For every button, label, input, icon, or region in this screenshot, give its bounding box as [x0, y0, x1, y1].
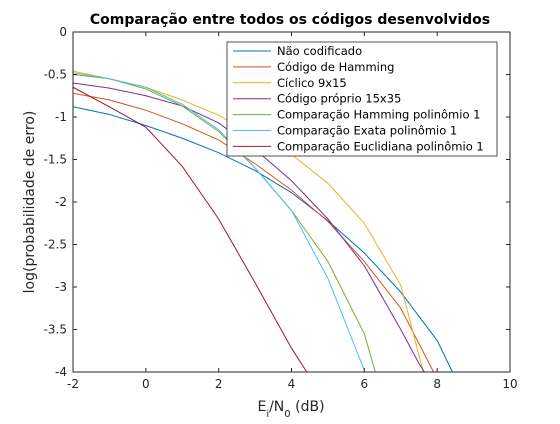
legend-entry: Não codificado	[277, 44, 362, 58]
x-label-subscript: i	[266, 409, 269, 420]
x-tick-label: 0	[142, 377, 150, 391]
y-tick-label: -2.5	[44, 238, 67, 252]
chart-title: Comparação entre todos os códigos desenv…	[90, 12, 490, 28]
x-label-part: (dB)	[291, 399, 325, 415]
legend: Não codificado Código de Hamming Cíclico 9…	[226, 41, 498, 157]
x-tick-label: 4	[288, 377, 296, 391]
y-axis-label: log(probabilidade de erro)	[22, 111, 38, 294]
y-tick-label: -4	[55, 365, 67, 379]
series-line	[73, 72, 365, 371]
x-tick-label: 6	[361, 377, 369, 391]
x-tick-label: 2	[215, 377, 223, 391]
y-tick-label: 0	[59, 25, 67, 39]
legend-entry: Comparação Euclidiana polinômio 1	[277, 139, 484, 153]
series-line	[73, 92, 434, 372]
legend-box	[226, 41, 498, 157]
series-line	[73, 82, 425, 372]
legend-entry: Código de Hamming	[277, 60, 394, 74]
y-tick-label: -0.5	[44, 68, 67, 82]
x-axis-label: Ei/N0 (dB)	[257, 399, 324, 420]
x-label-part: E	[257, 399, 266, 415]
y-tick-label: -2	[55, 195, 67, 209]
legend-entry: Cíclico 9x15	[277, 76, 347, 90]
x-tick-label: 10	[502, 377, 517, 391]
x-label-part: /N	[269, 399, 284, 415]
x-label-subscript: 0	[284, 409, 290, 420]
x-tick-label: 8	[433, 377, 441, 391]
y-tick-label: -1	[55, 110, 67, 124]
y-tick-label: -3	[55, 280, 67, 294]
series-line	[73, 86, 308, 372]
legend-entry: Código próprio 15x35	[277, 92, 401, 106]
legend-entry: Comparação Exata polinômio 1	[277, 124, 457, 138]
y-axis: 0 -0.5 -1 -1.5 -2 -2.5 -3 -3.5 -4	[44, 25, 510, 379]
x-axis: -2 0 2 4 6 8 10	[67, 32, 518, 391]
y-tick-label: -1.5	[44, 153, 67, 167]
x-tick-label: -2	[67, 377, 79, 391]
legend-entry: Comparação Hamming polinômio 1	[277, 108, 480, 122]
legend-items: Não codificado Código de Hamming Cíclico 9…	[233, 44, 484, 153]
y-tick-label: -3.5	[44, 323, 67, 337]
